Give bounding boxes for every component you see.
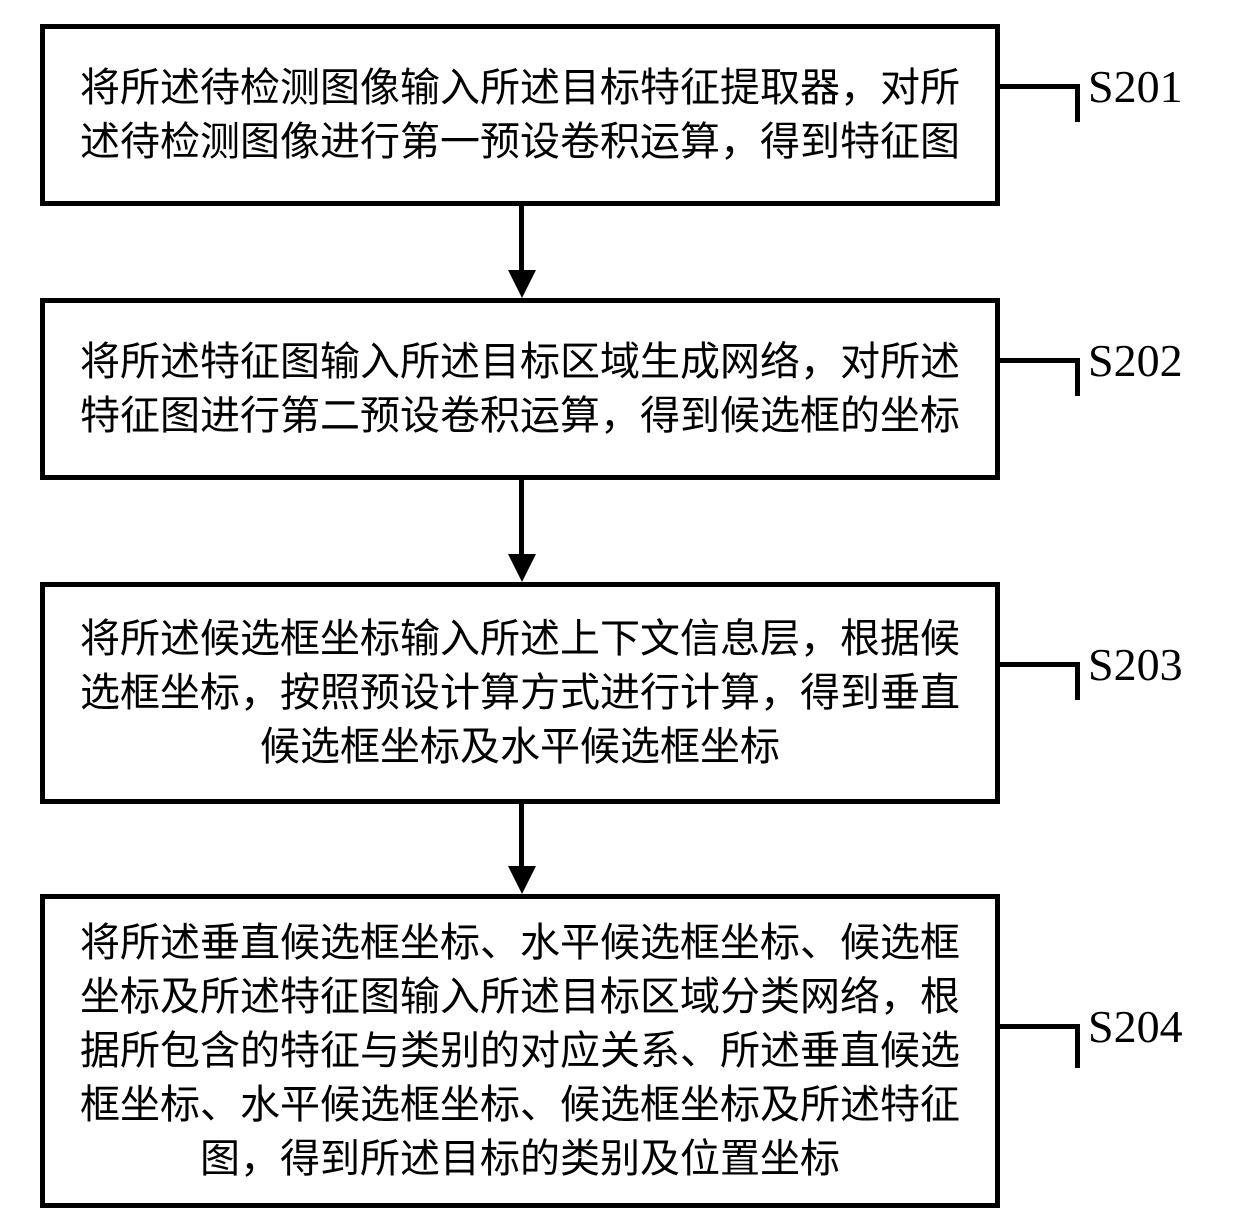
connector-s204	[1000, 1024, 1080, 1068]
flowchart-canvas: 将所述待检测图像输入所述目标特征提取器，对所述待检测图像进行第一预设卷积运算，得…	[0, 0, 1240, 1224]
step-label-s202: S202	[1088, 334, 1183, 387]
step-label-s203: S203	[1088, 638, 1183, 691]
arrow-line-2	[519, 480, 524, 554]
step-text: 将所述候选框坐标输入所述上下文信息层，根据候选框坐标，按照预设计算方式进行计算，…	[61, 612, 979, 774]
arrow-head-1	[508, 270, 536, 298]
step-box-s201: 将所述待检测图像输入所述目标特征提取器，对所述待检测图像进行第一预设卷积运算，得…	[40, 24, 1000, 206]
step-label-s204: S204	[1088, 1000, 1183, 1053]
connector-s202	[1000, 358, 1080, 396]
step-text: 将所述垂直候选框坐标、水平候选框坐标、候选框坐标及所述特征图输入所述目标区域分类…	[61, 916, 979, 1186]
step-text: 将所述特征图输入所述目标区域生成网络，对所述特征图进行第二预设卷积运算，得到候选…	[61, 335, 979, 443]
step-box-s204: 将所述垂直候选框坐标、水平候选框坐标、候选框坐标及所述特征图输入所述目标区域分类…	[40, 894, 1000, 1208]
connector-s203	[1000, 662, 1080, 700]
arrow-line-1	[519, 206, 524, 270]
arrow-line-3	[519, 804, 524, 866]
step-text: 将所述待检测图像输入所述目标特征提取器，对所述待检测图像进行第一预设卷积运算，得…	[61, 61, 979, 169]
arrow-head-3	[508, 866, 536, 894]
step-label-s201: S201	[1088, 60, 1183, 113]
arrow-head-2	[508, 554, 536, 582]
step-box-s202: 将所述特征图输入所述目标区域生成网络，对所述特征图进行第二预设卷积运算，得到候选…	[40, 298, 1000, 480]
connector-s201	[1000, 84, 1080, 122]
step-box-s203: 将所述候选框坐标输入所述上下文信息层，根据候选框坐标，按照预设计算方式进行计算，…	[40, 582, 1000, 804]
